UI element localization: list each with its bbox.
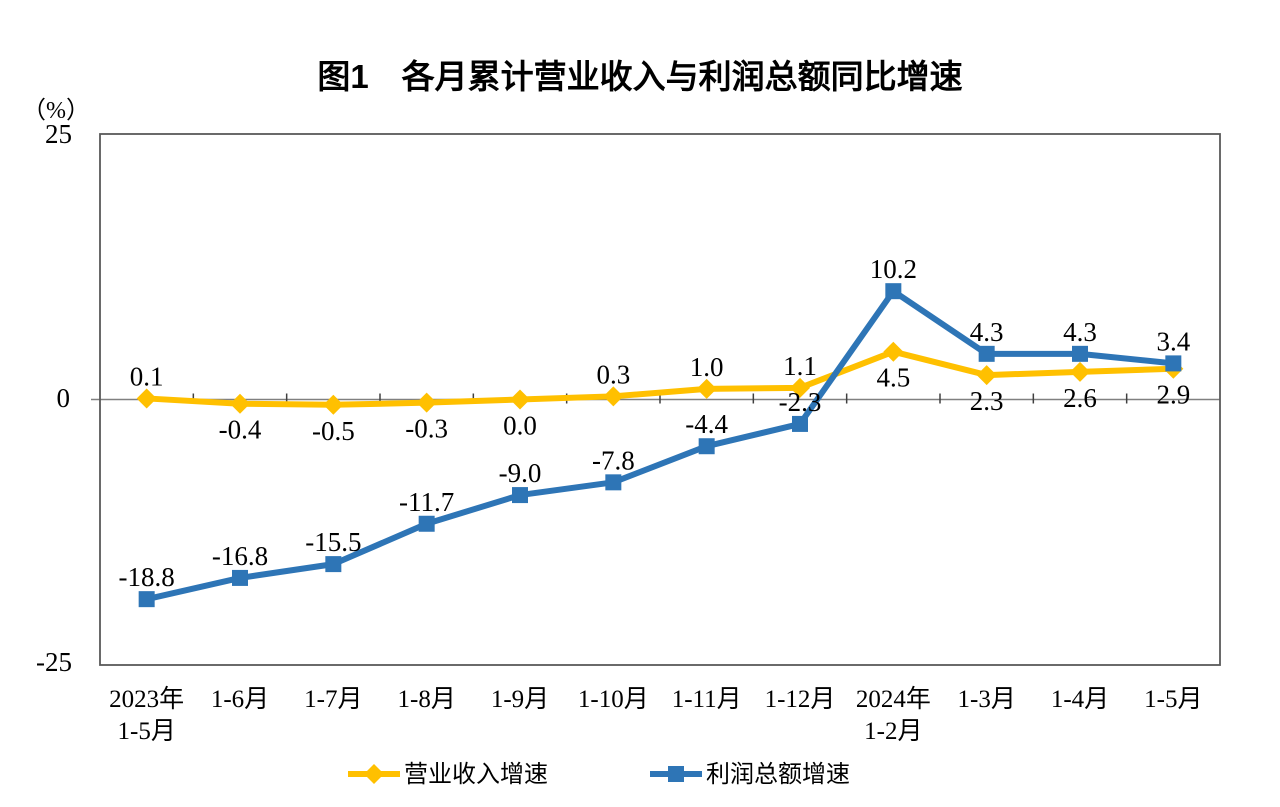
- data-point-marker-square: [885, 283, 902, 300]
- data-label: 0.1: [130, 361, 164, 391]
- data-label: -0.5: [312, 416, 355, 446]
- data-point-marker-square: [138, 591, 155, 608]
- data-point-marker-square: [1165, 355, 1182, 372]
- x-axis-label: 2023年: [109, 685, 184, 713]
- data-label: -7.8: [592, 445, 635, 475]
- plot-area: 0.1 -0.4 -0.5 -0.3 0.0 0.3 1.0 1.1 4.5 2.3 2.6 2.9 -…: [91, 133, 1221, 745]
- chart-legend: 营业收入增速 利润总额增速: [348, 761, 850, 788]
- data-point-marker-square: [978, 345, 995, 362]
- data-label: 4.5: [876, 363, 910, 393]
- data-label: -9.0: [499, 458, 542, 488]
- data-point-marker-diamond: [976, 365, 997, 386]
- data-point-marker-square: [1072, 345, 1088, 362]
- data-label: 10.2: [870, 254, 917, 284]
- y-tick-label-neg25: -25: [36, 647, 72, 677]
- data-point-marker-square: [232, 569, 248, 586]
- data-point-marker-square: [605, 474, 622, 491]
- x-axis-label: 1-12月: [765, 686, 836, 713]
- data-point-marker-diamond: [790, 377, 810, 398]
- legend-diamond-marker-icon: [364, 764, 384, 784]
- x-axis-label: 1-8月: [398, 686, 456, 713]
- legend-square-marker-icon: [668, 766, 684, 782]
- data-point-marker-diamond: [883, 341, 904, 362]
- x-axis-label: 2024年: [856, 685, 931, 713]
- plot-border: [99, 133, 1221, 666]
- data-label: 1.0: [690, 352, 724, 382]
- x-axis-label: 1-3月: [958, 686, 1016, 713]
- data-point-marker-square: [512, 487, 528, 504]
- y-axis-unit-label: （%）: [22, 98, 90, 124]
- data-label: -0.4: [219, 415, 262, 445]
- x-axis-label: 1-2月: [864, 718, 922, 745]
- data-point-marker-square: [418, 515, 435, 532]
- data-point-marker-diamond: [1070, 361, 1090, 382]
- legend-label-revenue: 营业收入增速: [404, 761, 548, 788]
- data-label: 3.4: [1156, 326, 1190, 356]
- data-point-marker-diamond: [696, 378, 717, 399]
- data-point-marker-square: [325, 556, 342, 573]
- data-label: -16.8: [212, 541, 268, 571]
- data-point-marker-diamond: [323, 394, 344, 415]
- data-label: -4.4: [685, 409, 728, 439]
- data-label: 4.3: [970, 317, 1004, 347]
- x-axis-label: 1-9月: [491, 686, 549, 713]
- data-point-marker-square: [698, 438, 715, 455]
- y-tick-label-0: 0: [57, 383, 71, 413]
- legend-label-profit: 利润总额增速: [706, 761, 850, 788]
- legend-item-profit: 利润总额增速: [650, 761, 850, 788]
- x-axis-label: 1-7月: [304, 686, 362, 713]
- data-label: -2.3: [779, 387, 822, 417]
- x-axis-label: 1-5月: [118, 718, 176, 745]
- data-label: 2.9: [1156, 380, 1190, 410]
- data-label: 1.1: [783, 351, 817, 381]
- data-label: 0.0: [503, 411, 537, 441]
- data-label: 0.3: [596, 359, 630, 389]
- data-label: -11.7: [399, 487, 454, 517]
- data-label: 2.3: [970, 386, 1004, 416]
- legend-item-revenue: 营业收入增速: [348, 761, 548, 788]
- data-point-marker-diamond: [136, 388, 157, 409]
- data-point-marker-square: [792, 415, 808, 432]
- data-label: 4.3: [1063, 317, 1097, 347]
- data-point-marker-diamond: [510, 389, 530, 410]
- data-point-marker-diamond: [230, 393, 250, 414]
- x-axis-label: 1-6月: [211, 686, 269, 713]
- x-axis-label: 1-4月: [1051, 686, 1109, 713]
- data-label: -0.3: [405, 414, 448, 444]
- data-label: 2.6: [1063, 383, 1097, 413]
- data-label: -18.8: [119, 562, 175, 592]
- x-axis-label: 1-10月: [578, 686, 649, 713]
- data-label: -15.5: [305, 527, 361, 557]
- x-axis-label: 1-11月: [672, 686, 742, 713]
- series-line-0: [146, 348, 1174, 408]
- data-point-marker-diamond: [603, 386, 624, 407]
- data-point-marker-diamond: [416, 392, 437, 413]
- x-axis-label: 1-5月: [1144, 686, 1202, 713]
- chart-title: 图1 各月累计营业收入与利润总额同比增速: [317, 58, 962, 95]
- series-line-1: [146, 288, 1174, 603]
- y-tick-label-25: 25: [45, 119, 72, 149]
